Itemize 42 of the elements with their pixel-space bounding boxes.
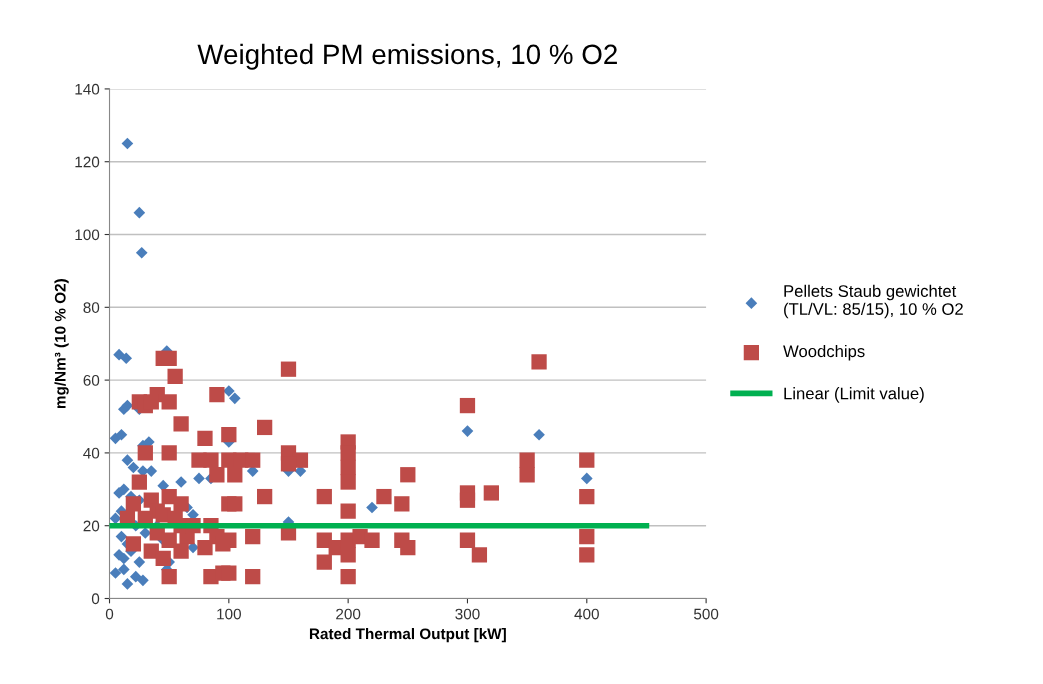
point [109,567,122,579]
y-tick-label: 20 [83,520,100,532]
point [118,563,130,576]
point [135,246,148,259]
y-tick-label: 40 [83,447,100,459]
point [461,425,474,437]
legend-label: Linear (Limit value) [784,387,924,403]
point [118,483,130,496]
point [113,348,125,361]
point [133,556,146,568]
point [118,552,130,565]
x-tick-label: 500 [693,608,719,620]
point [121,578,134,590]
x-axis-title: Rated Thermal Output [kW] [309,628,506,643]
y-tick-label: 60 [83,374,100,386]
point [120,352,133,365]
y-axis-title: mg/Nm³ (10 % O2) [54,279,69,409]
point [366,501,378,514]
point [580,472,593,485]
point [115,428,128,441]
y-tick-label: 0 [91,593,100,605]
y-tick-label: 120 [75,156,100,168]
legend-label: Woodchips [783,344,865,361]
x-tick-label: 100 [217,608,241,620]
chart-title: Weighted PM emissions, 10 % O2 [197,43,617,70]
point [127,461,140,474]
point [228,392,241,405]
point [533,428,545,441]
point [133,206,146,219]
x-tick-label: 400 [574,608,599,620]
point [193,472,205,485]
point [121,454,134,467]
x-tick-label: 0 [105,608,114,620]
x-tick-label: 200 [336,608,361,620]
legend-label: Pellets Staub gewichtet (TL/VL: 85/15), 10 % O2 [784,284,963,319]
y-tick-label: 100 [75,229,100,241]
point [137,574,149,587]
x-tick-label: 300 [455,608,480,620]
y-tick-label: 80 [83,302,100,313]
point [121,137,134,150]
point [223,385,235,397]
y-tick-label: 140 [75,83,100,95]
